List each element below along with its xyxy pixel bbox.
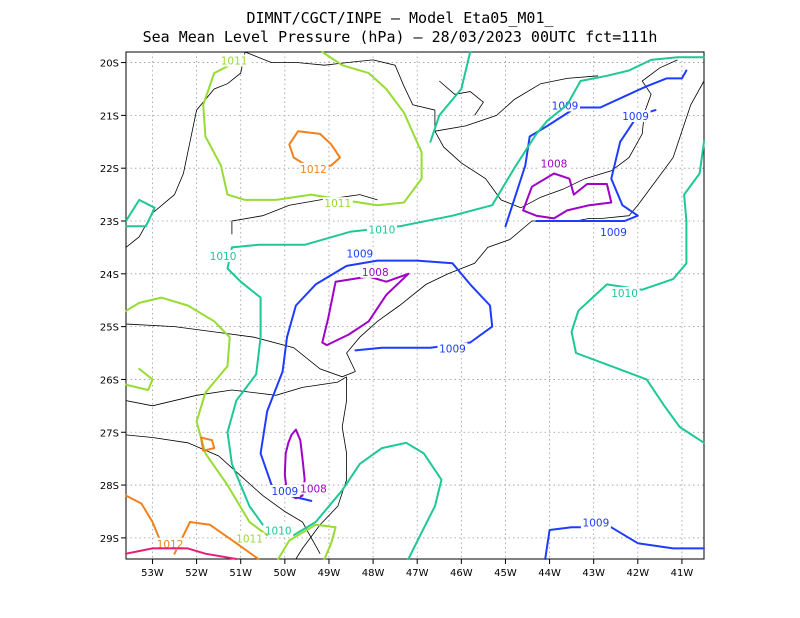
plot-frame [125, 51, 705, 560]
contour-label-1008-0: 1008 [300, 483, 327, 495]
contour-label-bg [360, 265, 391, 278]
contour-label-bg [219, 54, 250, 67]
boundary-line-9 [434, 75, 599, 132]
contour-1011-line-1 [125, 367, 154, 391]
contour-1009-line-0 [259, 259, 494, 502]
contour-layer: 1008100810081009100910091009100910091009… [125, 51, 705, 560]
contour-1013-line-0 [125, 547, 238, 560]
contour-label-1011-2: 1011 [236, 534, 263, 546]
contour-label-1008-2: 1008 [541, 159, 568, 171]
y-tick-label-22S: 22S [100, 164, 119, 175]
contour-1012-line-2 [125, 494, 163, 545]
y-tick-label-28S: 28S [100, 481, 119, 492]
boundary-line-2 [125, 323, 356, 378]
contour-1010-line-0 [125, 198, 156, 228]
contour-1009-line-2 [535, 109, 657, 222]
contour-label-bg [366, 223, 397, 236]
contour-label-1010-1: 1010 [210, 251, 237, 263]
contour-label-1011-0: 1011 [221, 56, 248, 68]
chart-title-line2: Sea Mean Level Pressure (hPa) – 28/03/20… [143, 28, 658, 46]
contour-label-bg [263, 524, 294, 537]
contour-label-1010-2: 1010 [265, 526, 292, 538]
contour-1009-line-3 [544, 526, 705, 560]
contour-label-1009-2: 1009 [271, 486, 298, 498]
y-tick-label-20S: 20S [100, 59, 119, 70]
x-tick-label-46W: 46W [450, 568, 473, 579]
geography-layer [125, 51, 705, 560]
x-tick-label-52W: 52W [185, 568, 208, 579]
contour-label-1008-1: 1008 [362, 267, 389, 279]
y-tick-label-21S: 21S [100, 111, 119, 122]
contour-1008-line-1 [321, 272, 410, 347]
x-tick-label-48W: 48W [362, 568, 385, 579]
contour-label-1010-3: 1010 [611, 288, 638, 300]
contour-1010-line-2 [429, 51, 472, 143]
y-tick-label-26S: 26S [100, 375, 119, 386]
contour-1011-line-2 [125, 296, 269, 537]
x-tick-label-47W: 47W [406, 568, 429, 579]
contour-label-1009-0: 1009 [346, 248, 373, 260]
contour-label-1009-6: 1009 [583, 518, 610, 530]
boundary-line-8 [520, 59, 678, 209]
y-tick-label-24S: 24S [100, 270, 119, 281]
boundary-line-7 [295, 376, 348, 560]
contour-label-bg [620, 110, 651, 123]
contour-1012-line-1 [200, 436, 216, 452]
contour-label-bg [580, 516, 611, 529]
contour-label-bg [538, 157, 569, 170]
contour-1010-line-3 [570, 140, 705, 444]
y-tick-label-29S: 29S [100, 534, 119, 545]
contour-1011-line-3 [277, 523, 337, 560]
contour-label-bg [609, 286, 640, 299]
contour-label-bg [322, 197, 353, 210]
boundary-line-10 [439, 80, 484, 116]
boundary-line-1 [244, 51, 522, 209]
grid-layer [126, 52, 704, 559]
contour-label-bg [208, 249, 239, 262]
x-tick-label-41W: 41W [671, 568, 694, 579]
contour-1010-line-1 [226, 56, 705, 526]
contour-label-1009-1: 1009 [439, 343, 466, 355]
chart-title-line1: DIMNT/CGCT/INPE – Model Eta05_M01_ [246, 9, 554, 27]
y-tick-label-27S: 27S [100, 428, 119, 439]
x-tick-label-43W: 43W [582, 568, 605, 579]
tick-layer: 53W 52W 51W 50W 49W 48W 47W 46W 45W 44W 43W 42W 41W 2… [100, 59, 693, 579]
contour-1009-line-1 [504, 69, 688, 228]
contour-label-bg [437, 342, 468, 355]
y-tick-label-23S: 23S [100, 217, 119, 228]
x-tick-label-53W: 53W [141, 568, 164, 579]
contour-label-1012-0: 1012 [300, 164, 327, 176]
contour-label-bg [298, 162, 329, 175]
contour-label-1011-1: 1011 [324, 198, 351, 210]
contour-label-bg [155, 537, 186, 550]
contour-label-1010-0: 1010 [369, 225, 396, 237]
x-tick-label-42W: 42W [627, 568, 650, 579]
x-tick-label-51W: 51W [229, 568, 252, 579]
boundary-line-5 [231, 194, 378, 235]
x-tick-label-45W: 45W [494, 568, 517, 579]
contour-label-bg [598, 226, 629, 239]
x-tick-label-50W: 50W [274, 568, 297, 579]
contour-label-bg [269, 484, 300, 497]
boundary-line-0 [125, 51, 246, 248]
contour-label-bg [344, 247, 375, 260]
boundary-line-3 [125, 376, 347, 407]
contour-label-bg [234, 532, 265, 545]
contour-label-bg [298, 482, 329, 495]
x-tick-label-49W: 49W [318, 568, 341, 579]
contour-1008-line-2 [522, 172, 613, 220]
y-tick-label-25S: 25S [100, 323, 119, 334]
contour-label-1009-4: 1009 [622, 111, 649, 123]
contour-label-1009-5: 1009 [600, 227, 627, 239]
x-tick-label-44W: 44W [538, 568, 561, 579]
contour-1012-line-3 [173, 521, 260, 560]
contour-1011-line-0 [202, 51, 423, 207]
contour-1012-line-0 [288, 130, 341, 170]
contour-1010-line-4 [270, 441, 443, 560]
